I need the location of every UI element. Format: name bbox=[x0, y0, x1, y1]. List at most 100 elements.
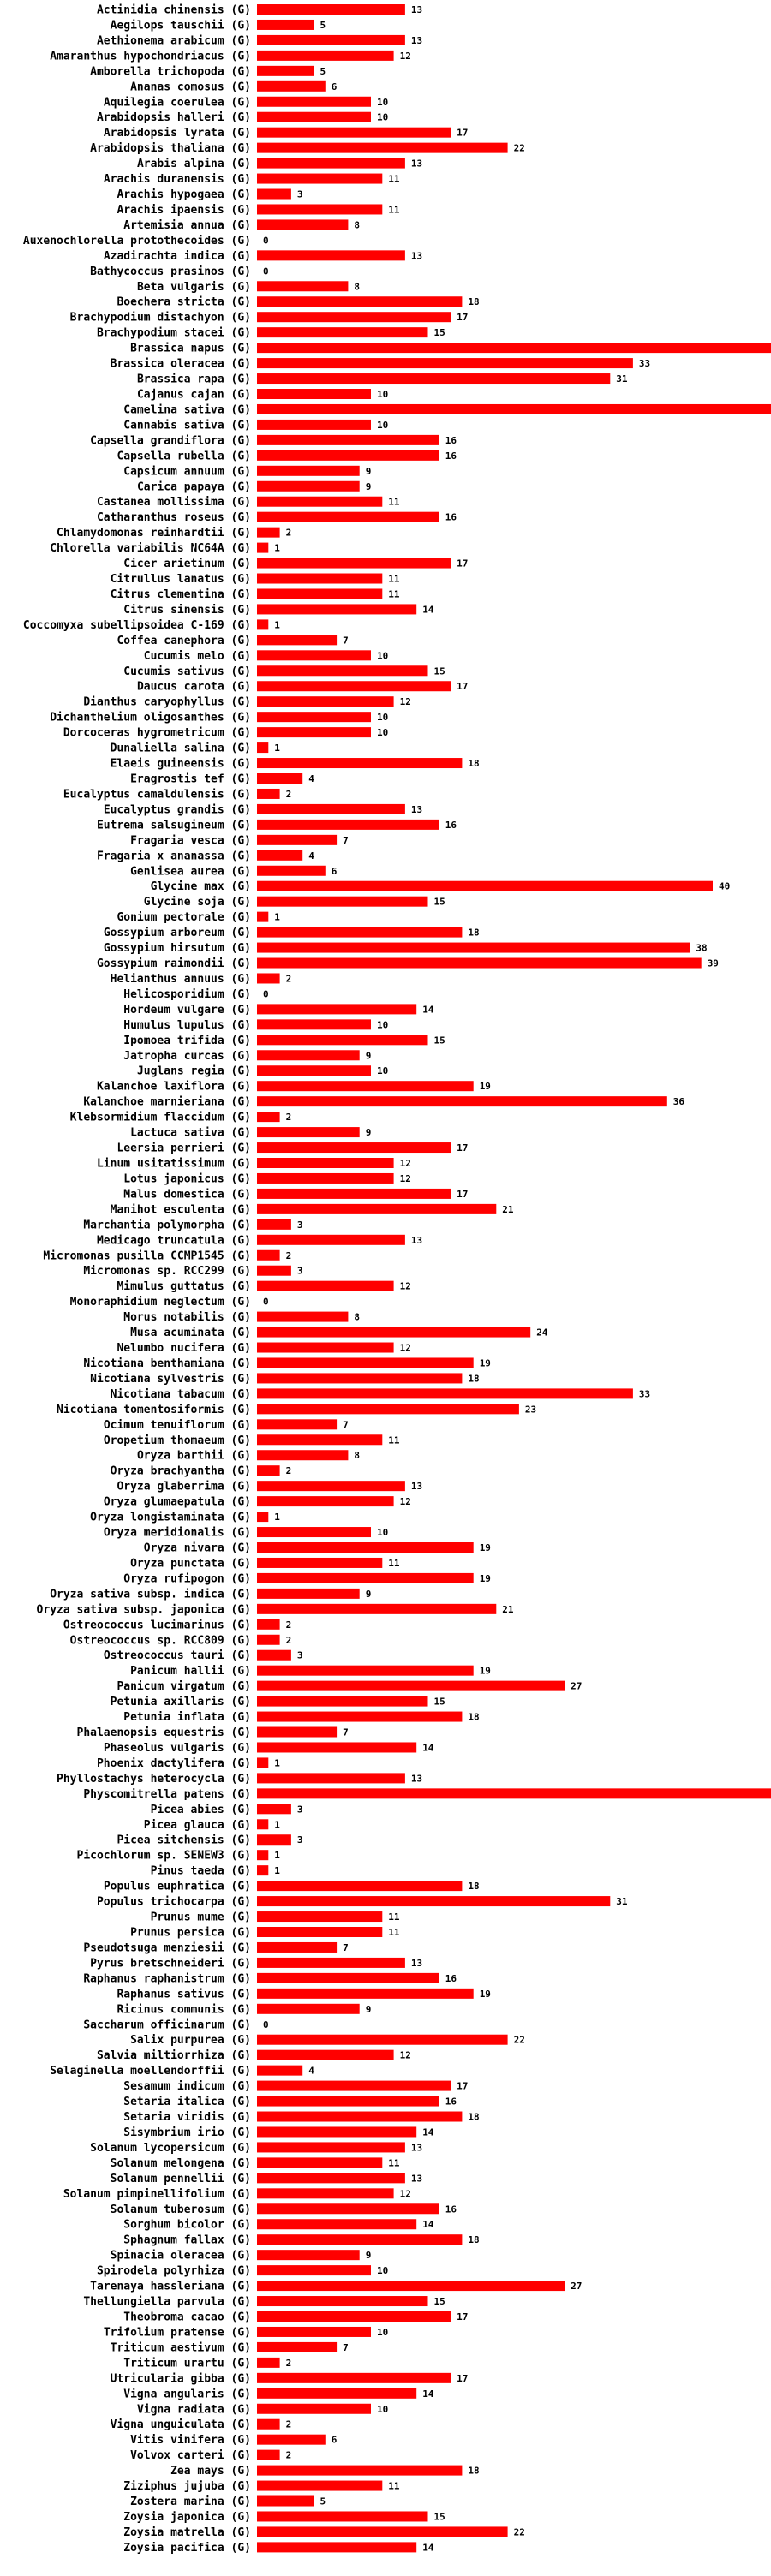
category-label: Fragaria vesca (G) bbox=[130, 834, 251, 847]
category-label: Humulus lupulus (G) bbox=[123, 1019, 251, 1032]
bar bbox=[257, 2372, 451, 2383]
category-label: Solanum pimpinellifolium (G) bbox=[63, 2188, 251, 2201]
value-label: 14 bbox=[422, 2388, 434, 2400]
bar bbox=[257, 2341, 338, 2352]
category-label: Zea mays (G) bbox=[170, 2465, 251, 2478]
value-label: 1 bbox=[274, 1850, 280, 1861]
bar bbox=[257, 403, 771, 414]
bar bbox=[257, 111, 371, 122]
bar bbox=[257, 1927, 383, 1937]
category-label: Arachis hypogaea (G) bbox=[117, 188, 251, 201]
bar bbox=[257, 204, 383, 215]
bar bbox=[257, 1481, 405, 1492]
bar bbox=[257, 296, 463, 307]
bar bbox=[257, 604, 417, 615]
category-label: Vigna radiata (G) bbox=[137, 2403, 251, 2416]
category-label: Raphanus sativus (G) bbox=[117, 1988, 251, 2001]
bar bbox=[257, 973, 280, 984]
category-label: Panicum hallii (G) bbox=[130, 1665, 251, 1678]
bar bbox=[257, 127, 451, 138]
bar bbox=[257, 1172, 394, 1184]
value-label: 9 bbox=[366, 1589, 372, 1600]
category-label: Tarenaya hassleriana (G) bbox=[90, 2281, 251, 2293]
value-label: 2 bbox=[286, 2450, 292, 2461]
category-label: Lotus japonicus (G) bbox=[123, 1172, 251, 1185]
value-label: 18 bbox=[468, 2234, 479, 2245]
value-label: 3 bbox=[297, 1834, 303, 1846]
category-label: Vigna unguiculata (G) bbox=[111, 2418, 251, 2431]
value-label: 11 bbox=[388, 497, 400, 508]
bar bbox=[257, 1065, 371, 1076]
bar bbox=[257, 2111, 463, 2122]
category-label: Coccomyxa subellipsoidea C-169 (G) bbox=[23, 619, 251, 632]
bar bbox=[257, 850, 303, 861]
category-label: Sorghum bicolor (G) bbox=[123, 2219, 251, 2232]
category-label: Populus trichocarpa (G) bbox=[97, 1896, 251, 1909]
category-label: Brachypodium distachyon (G) bbox=[70, 312, 251, 325]
value-label: 12 bbox=[400, 1281, 411, 1292]
value-label: 13 bbox=[411, 1235, 422, 1246]
category-label: Zoysia matrella (G) bbox=[123, 2526, 251, 2539]
value-label: 3 bbox=[297, 1650, 303, 1661]
value-label: 14 bbox=[422, 2219, 434, 2230]
bar bbox=[257, 1188, 451, 1199]
value-label: 33 bbox=[639, 1388, 650, 1399]
value-label: 13 bbox=[411, 2142, 422, 2153]
category-label: Petunia inflata (G) bbox=[123, 1711, 251, 1724]
category-label: Jatropha curcas (G) bbox=[123, 1050, 251, 1063]
bar bbox=[257, 2418, 280, 2430]
value-label: 12 bbox=[400, 2188, 411, 2199]
value-label: 2 bbox=[286, 2419, 292, 2430]
value-label: 39 bbox=[708, 958, 719, 969]
category-label: Chlamydomonas reinhardtii (G) bbox=[57, 527, 251, 540]
value-label: 17 bbox=[457, 128, 468, 139]
category-label: Salvia miltiorrhiza (G) bbox=[97, 2049, 251, 2062]
bar bbox=[257, 1834, 291, 1846]
bar bbox=[257, 1512, 269, 1523]
category-label: Micromonas pusilla CCMP1545 (G) bbox=[43, 1249, 251, 1262]
category-label: Amborella trichopoda (G) bbox=[90, 65, 251, 78]
category-label: Ostreococcus sp. RCC809 (G) bbox=[70, 1634, 251, 1647]
bar bbox=[257, 96, 371, 107]
category-label: Nicotiana sylvestris (G) bbox=[90, 1373, 251, 1386]
value-label: 16 bbox=[445, 820, 457, 831]
bar bbox=[257, 2126, 417, 2138]
bar bbox=[257, 1465, 280, 1476]
bar bbox=[257, 619, 269, 630]
category-label: Picea abies (G) bbox=[151, 1804, 251, 1816]
bar bbox=[257, 2173, 405, 2184]
bar bbox=[257, 1404, 519, 1415]
category-label: Auxenochlorella protothecoides (G) bbox=[23, 235, 251, 247]
value-label: 14 bbox=[422, 604, 434, 615]
bar bbox=[257, 896, 428, 907]
bar bbox=[257, 803, 405, 814]
category-label: Daucus carota (G) bbox=[137, 681, 251, 694]
value-label: 18 bbox=[468, 2112, 479, 2123]
bar bbox=[257, 158, 405, 169]
category-label: Theobroma cacao (G) bbox=[123, 2311, 251, 2324]
bar bbox=[257, 2449, 280, 2460]
category-label: Aquilegia coerulea (G) bbox=[104, 96, 251, 109]
bar bbox=[257, 1588, 360, 1599]
value-label: 14 bbox=[422, 1742, 434, 1753]
bar bbox=[257, 281, 349, 292]
category-label: Leersia perrieri (G) bbox=[117, 1142, 251, 1155]
bar bbox=[257, 2188, 394, 2199]
value-label: 19 bbox=[480, 1357, 491, 1368]
value-label: 15 bbox=[434, 2296, 445, 2307]
category-label: Mimulus guttatus (G) bbox=[117, 1280, 251, 1293]
bar bbox=[257, 1050, 360, 1061]
category-label: Gonium pectorale (G) bbox=[117, 911, 251, 924]
value-label: 13 bbox=[411, 1958, 422, 1969]
bar bbox=[257, 819, 439, 830]
category-label: Micromonas sp. RCC299 (G) bbox=[83, 1265, 251, 1278]
bar bbox=[257, 2496, 314, 2507]
category-label: Setaria italica (G) bbox=[123, 2096, 251, 2108]
value-label: 9 bbox=[366, 481, 372, 492]
bar bbox=[257, 712, 371, 723]
value-label: 17 bbox=[457, 2081, 468, 2092]
bar bbox=[257, 527, 280, 538]
value-label: 27 bbox=[571, 1681, 582, 1692]
value-label: 15 bbox=[434, 327, 445, 338]
